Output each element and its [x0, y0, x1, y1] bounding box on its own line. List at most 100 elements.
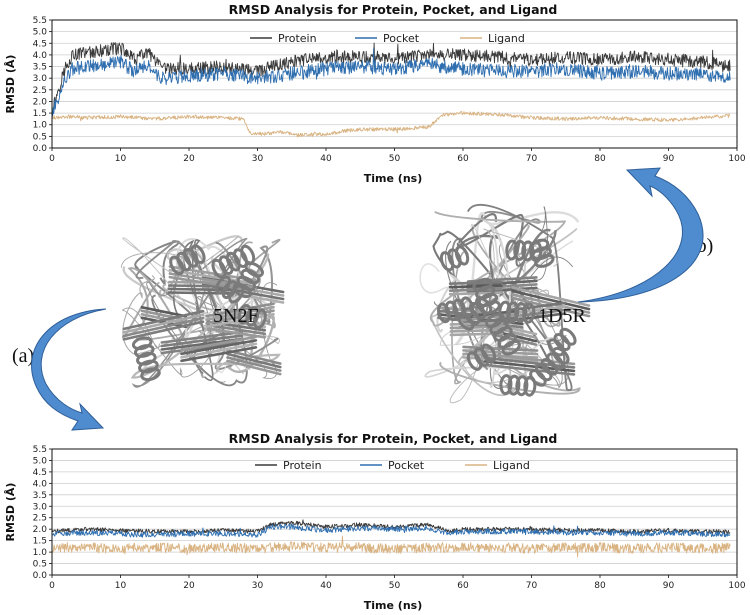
helix-turn — [236, 275, 256, 292]
series-line-protein — [51, 42, 731, 114]
legend-label-ligand: Ligand — [493, 459, 530, 472]
chart-top-title: RMSD Analysis for Protein, Pocket, and L… — [229, 2, 558, 17]
y-tick-label: 5.0 — [33, 456, 48, 466]
y-tick-label: 0.5 — [33, 560, 47, 570]
helix-turn — [480, 343, 497, 364]
beta-strand — [206, 320, 267, 332]
helix-turn — [447, 248, 462, 269]
x-tick-label: 50 — [389, 581, 401, 591]
helix-turn — [497, 333, 517, 349]
y-tick-label: 4.5 — [33, 39, 47, 49]
helix-turn — [531, 246, 552, 261]
helix-turn — [245, 306, 260, 327]
x-tick-label: 90 — [663, 154, 675, 164]
x-tick-label: 50 — [389, 154, 401, 164]
helix-turn — [514, 302, 528, 323]
y-tick-label: 1.0 — [33, 548, 48, 558]
helix — [529, 346, 570, 387]
chart-top-series — [51, 42, 731, 138]
y-tick-label: 3.5 — [33, 491, 47, 501]
panel-a-label: (a) — [12, 345, 34, 367]
y-tick-label: 1.5 — [33, 537, 47, 547]
chart-bottom-legend: Protein Pocket Ligand — [255, 459, 530, 472]
x-tick-label: 80 — [594, 581, 606, 591]
helix-turn — [534, 363, 553, 382]
chart-top-y-ticks: 0.0 0.51.0 1.5 2.02.5 3.03.5 4.0 4.55.0 5.5 — [33, 16, 52, 154]
x-tick-label: 10 — [115, 154, 127, 164]
helix-turn — [546, 352, 564, 371]
y-tick-label: 4.0 — [33, 479, 48, 489]
y-tick-label: 0.0 — [33, 571, 48, 581]
helix-turn — [215, 275, 232, 295]
structure-left-label: 5N2F — [213, 305, 259, 327]
structure-5n2f-image — [120, 235, 285, 388]
y-tick-label: 2.0 — [33, 97, 48, 107]
helix-turn — [176, 251, 192, 272]
structure-right-label: 1D5R — [538, 305, 586, 327]
beta-strand — [168, 287, 231, 292]
beta-strand — [226, 349, 282, 365]
helix-turn — [452, 298, 467, 320]
y-tick-label: 3.5 — [33, 63, 47, 73]
series-line-ligand — [51, 535, 731, 558]
chart-bottom-series — [51, 519, 731, 558]
beta-strand — [140, 305, 188, 318]
x-tick-label: 60 — [457, 154, 469, 164]
helix-turn — [437, 302, 451, 324]
series-line-ligand — [51, 111, 731, 138]
helix-turn — [131, 336, 153, 351]
x-tick-label: 90 — [663, 581, 675, 591]
helix-turn — [237, 303, 252, 325]
beta-strand — [180, 339, 258, 356]
helix-turn — [559, 327, 577, 346]
beta-strand — [180, 346, 258, 363]
x-tick-label: 20 — [183, 581, 195, 591]
beta-strand — [180, 342, 258, 359]
helix — [528, 238, 555, 268]
y-tick-label: 4.0 — [33, 51, 48, 61]
beta-strand — [122, 313, 205, 334]
chart-top-x-ticks: 0 10 20 30 40 50 60 70 80 90 100 — [49, 148, 746, 164]
chart-bottom-rmsd: RMSD Analysis for Protein, Pocket, and L… — [4, 431, 746, 612]
beta-strand — [206, 327, 267, 339]
structure-1d5r-image — [419, 204, 591, 404]
helix-turn — [534, 253, 555, 268]
helix-turn — [221, 280, 238, 300]
helix — [485, 312, 521, 356]
helix-turn — [540, 357, 559, 376]
legend-label-pocket: Pocket — [383, 32, 420, 45]
y-tick-label: 5.5 — [33, 16, 47, 26]
x-tick-label: 100 — [728, 581, 745, 591]
y-tick-label: 1.0 — [33, 121, 48, 131]
helix-turn — [513, 239, 527, 261]
beta-strand — [160, 334, 244, 348]
x-tick-label: 40 — [320, 581, 332, 591]
beta-strand — [483, 356, 576, 369]
beta-strand — [226, 356, 282, 372]
x-tick-label: 0 — [49, 581, 55, 591]
legend-label-protein: Protein — [283, 459, 322, 472]
helix-turn — [475, 285, 496, 300]
x-tick-label: 30 — [252, 154, 264, 164]
helix-turn — [240, 268, 260, 285]
helix-turn — [252, 308, 267, 330]
helix-turn — [444, 300, 459, 322]
x-tick-label: 80 — [594, 154, 606, 164]
legend-label-protein: Protein — [278, 32, 317, 45]
helix-turn — [473, 347, 490, 367]
helix-turn — [190, 244, 206, 264]
series-line-pocket — [51, 523, 731, 538]
legend-label-pocket: Pocket — [388, 459, 425, 472]
chart-bottom-title: RMSD Analysis for Protein, Pocket, and L… — [229, 431, 558, 446]
y-tick-label: 5.5 — [33, 445, 47, 455]
chart-bottom-y-axis-label: RMSD (Å) — [4, 483, 17, 542]
helix-turn — [140, 367, 161, 382]
arrow-b-icon — [577, 167, 704, 303]
helix-turn — [169, 255, 185, 276]
y-tick-label: 0.5 — [33, 132, 47, 142]
chart-bottom-x-ticks: 0 10 20 30 40 50 60 70 80 90 100 — [49, 575, 746, 591]
helix-turn — [232, 282, 252, 299]
helix-turn — [244, 261, 264, 278]
helix-turn — [528, 238, 550, 253]
